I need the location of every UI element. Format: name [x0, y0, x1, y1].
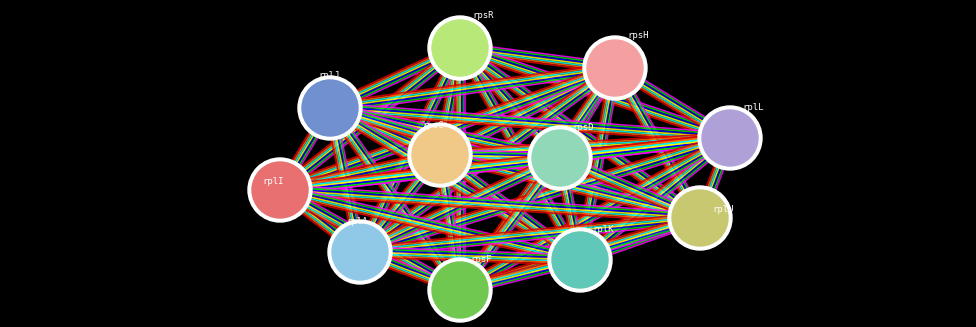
Circle shape	[412, 127, 468, 183]
Text: rpsD: rpsD	[572, 124, 593, 132]
Text: rplL: rplL	[742, 104, 763, 112]
Circle shape	[248, 158, 312, 222]
Circle shape	[408, 123, 472, 187]
Circle shape	[583, 36, 647, 100]
Circle shape	[328, 220, 392, 284]
Text: rpoC: rpoC	[422, 121, 443, 129]
Circle shape	[668, 186, 732, 250]
Text: rplJ: rplJ	[318, 72, 340, 80]
Text: rpsR: rpsR	[472, 11, 494, 21]
Text: rplA: rplA	[346, 217, 368, 227]
Circle shape	[428, 258, 492, 322]
Circle shape	[252, 162, 308, 218]
Circle shape	[587, 40, 643, 96]
Circle shape	[432, 20, 488, 76]
Circle shape	[702, 110, 758, 166]
Circle shape	[302, 80, 358, 136]
Circle shape	[698, 106, 762, 170]
Circle shape	[532, 130, 588, 186]
Circle shape	[552, 232, 608, 288]
Text: rplK: rplK	[592, 226, 614, 234]
Circle shape	[672, 190, 728, 246]
Circle shape	[332, 224, 388, 280]
Text: rpsF: rpsF	[470, 255, 492, 265]
Circle shape	[428, 16, 492, 80]
Circle shape	[432, 262, 488, 318]
Text: rplU: rplU	[712, 205, 734, 215]
Text: rplI: rplI	[262, 178, 283, 186]
Circle shape	[548, 228, 612, 292]
Circle shape	[298, 76, 362, 140]
Text: rpsH: rpsH	[627, 31, 648, 41]
Circle shape	[528, 126, 592, 190]
